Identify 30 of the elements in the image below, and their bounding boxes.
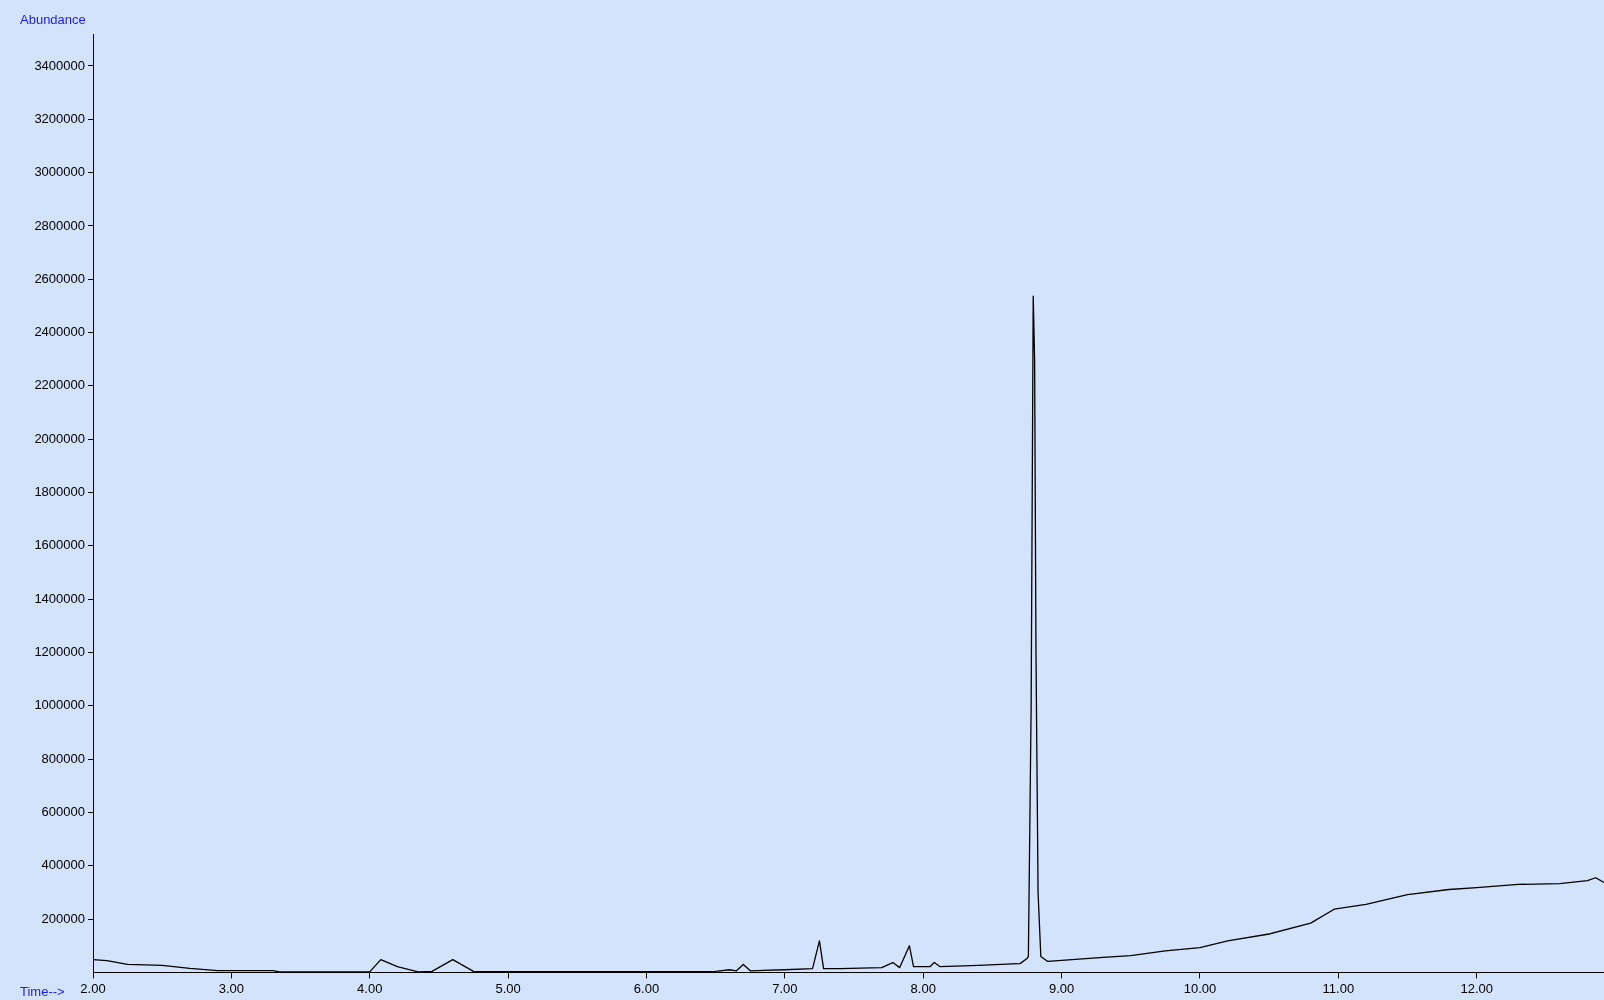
y-tick-label: 2400000 [34, 324, 85, 340]
x-tick-label: 4.00 [357, 980, 383, 996]
y-tick-label: 1200000 [34, 644, 85, 660]
x-tick-label: 12.00 [1460, 980, 1493, 996]
y-tick-label: 3000000 [34, 164, 85, 180]
y-tick-label: 2200000 [34, 377, 85, 393]
x-tick-label: 7.00 [772, 980, 798, 996]
y-tick-label: 200000 [41, 910, 85, 926]
y-tick-label: 800000 [41, 750, 85, 766]
x-tick-label: 8.00 [910, 980, 936, 996]
y-tick-label: 1000000 [34, 697, 85, 713]
y-tick-label: 3400000 [34, 57, 85, 73]
x-tick-label: 3.00 [218, 980, 245, 996]
y-tick-label: 2000000 [34, 430, 85, 446]
x-axis-title: Time--> [20, 984, 65, 1000]
x-tick-label: 10.00 [1183, 980, 1217, 996]
y-tick-label: 1400000 [34, 590, 85, 606]
y-tick-label: 3200000 [34, 110, 85, 126]
y-tick-label: 2600000 [34, 270, 85, 286]
x-tick-label: 6.00 [633, 980, 660, 996]
y-tick-label: 1600000 [34, 537, 85, 553]
y-tick-label: 1800000 [34, 484, 85, 500]
y-axis-title: Abundance [20, 12, 86, 28]
y-tick-label: 400000 [41, 857, 85, 873]
x-tick-label: 11.00 [1322, 980, 1355, 996]
y-tick-label: 600000 [41, 804, 85, 820]
y-tick-label: 2800000 [34, 217, 85, 233]
x-tick-label: 9.00 [1048, 980, 1075, 996]
x-tick-label: 2.00 [80, 980, 106, 996]
x-tick-label: 5.00 [495, 980, 521, 996]
